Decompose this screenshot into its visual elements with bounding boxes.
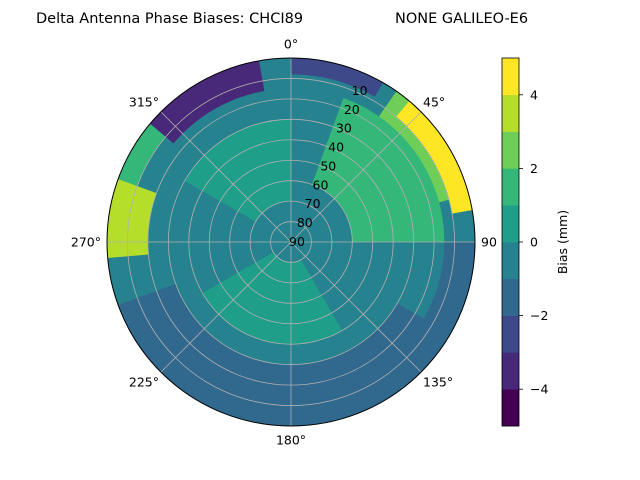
contour-region bbox=[396, 101, 473, 214]
colorbar-swatch bbox=[502, 131, 519, 169]
angular-tick-label: 225° bbox=[129, 375, 159, 390]
colorbar-label: Bias (mm) bbox=[555, 210, 570, 274]
contour-field bbox=[107, 58, 475, 426]
radial-tick-label: 50 bbox=[320, 158, 336, 173]
radial-tick-labels: 10 20 30 40 50 60 70 80 90 bbox=[289, 83, 368, 249]
contour-region bbox=[317, 242, 475, 424]
radial-tick-label: 70 bbox=[305, 196, 321, 211]
radial-tick-label: 30 bbox=[336, 121, 352, 136]
radial-tick-label: 80 bbox=[297, 215, 313, 230]
colorbar: −4 −2 0 2 4 Bias (mm) bbox=[501, 57, 570, 427]
colorbar-swatch bbox=[502, 389, 519, 427]
radial-tick-label: 20 bbox=[344, 102, 360, 117]
plot-area bbox=[106, 57, 476, 427]
colorbar-tick-label: 4 bbox=[530, 87, 538, 102]
contour-region bbox=[184, 119, 291, 222]
angular-tick-label: 135° bbox=[423, 375, 453, 390]
chart-title-left: Delta Antenna Phase Biases: CHCI89 bbox=[36, 11, 303, 27]
angular-tick-label: 270° bbox=[71, 235, 101, 250]
colorbar-swatches bbox=[502, 58, 519, 427]
colorbar-swatch bbox=[502, 205, 519, 243]
contour-region bbox=[107, 179, 157, 258]
contour-region bbox=[202, 252, 343, 345]
colorbar-ticks: −4 −2 0 2 4 bbox=[519, 87, 548, 397]
angular-tick-label: 90 bbox=[481, 235, 497, 250]
angular-tick-label: 180° bbox=[276, 433, 306, 448]
radial-tick-label: 90 bbox=[289, 234, 305, 249]
colorbar-swatch bbox=[502, 278, 519, 316]
radial-tick-label: 60 bbox=[313, 177, 329, 192]
colorbar-swatch bbox=[502, 315, 519, 353]
chart-title-right: NONE GALILEO-E6 bbox=[395, 11, 528, 27]
colorbar-swatch bbox=[502, 168, 519, 206]
contour-region bbox=[291, 58, 383, 97]
angular-tick-labels: 0° 45° 90 135° 180° 225° 270° 315° bbox=[71, 37, 497, 448]
angular-gridline bbox=[160, 111, 292, 243]
colorbar-swatch bbox=[502, 352, 519, 390]
contour-region bbox=[312, 97, 445, 243]
colorbar-tick-label: −4 bbox=[530, 382, 548, 397]
colorbar-tick-label: 2 bbox=[530, 161, 538, 176]
angular-gridline bbox=[290, 241, 422, 373]
colorbar-swatch bbox=[502, 94, 519, 132]
angular-tick-label: 0° bbox=[284, 37, 298, 52]
angular-tick-label: 45° bbox=[423, 95, 445, 110]
angular-gridline bbox=[290, 111, 422, 243]
colorbar-tick-label: −2 bbox=[530, 308, 548, 323]
angular-tick-label: 315° bbox=[129, 95, 159, 110]
polar-grid bbox=[107, 58, 475, 426]
radial-tick-label: 40 bbox=[328, 140, 344, 155]
colorbar-tick-label: 0 bbox=[530, 235, 538, 250]
angular-gridline bbox=[160, 241, 292, 373]
plot-frame bbox=[106, 57, 476, 427]
colorbar-swatch bbox=[502, 242, 519, 280]
colorbar-swatch bbox=[502, 58, 519, 96]
radial-tick-label: 10 bbox=[352, 83, 368, 98]
